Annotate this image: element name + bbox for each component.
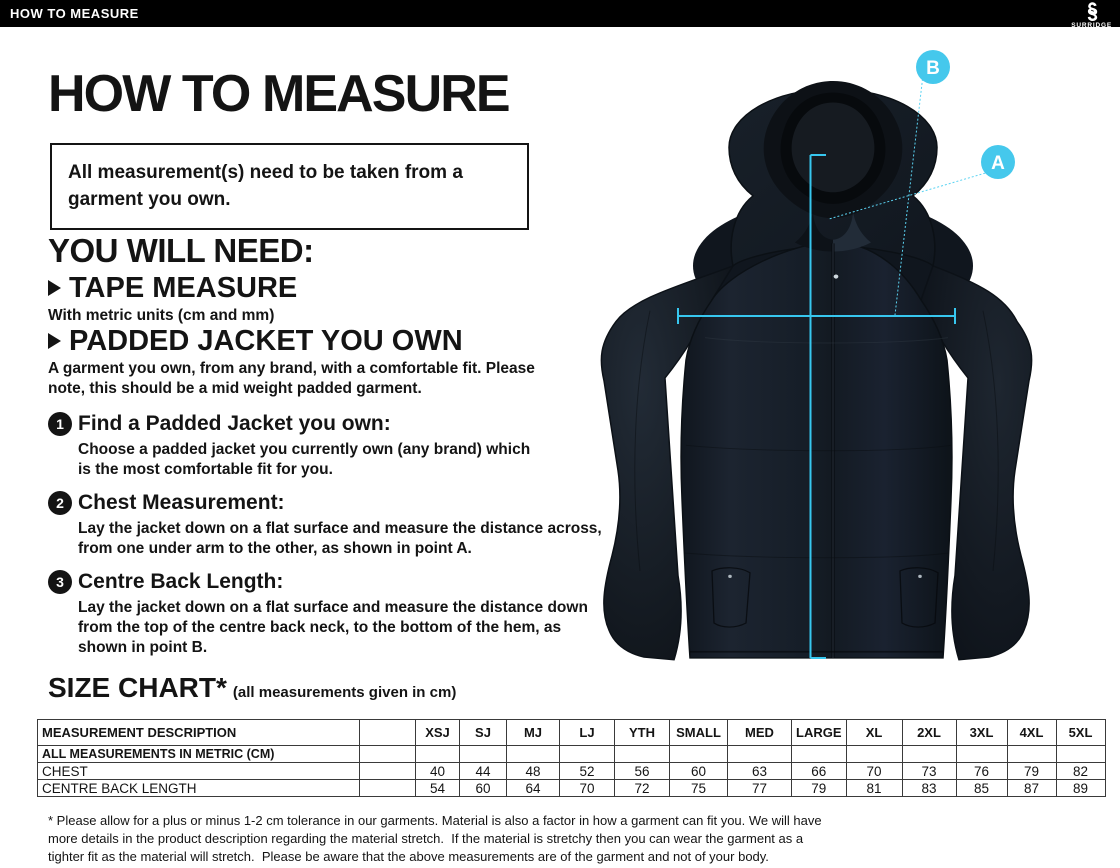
svg-text:A: A (991, 153, 1005, 174)
svg-text:B: B (926, 58, 940, 79)
